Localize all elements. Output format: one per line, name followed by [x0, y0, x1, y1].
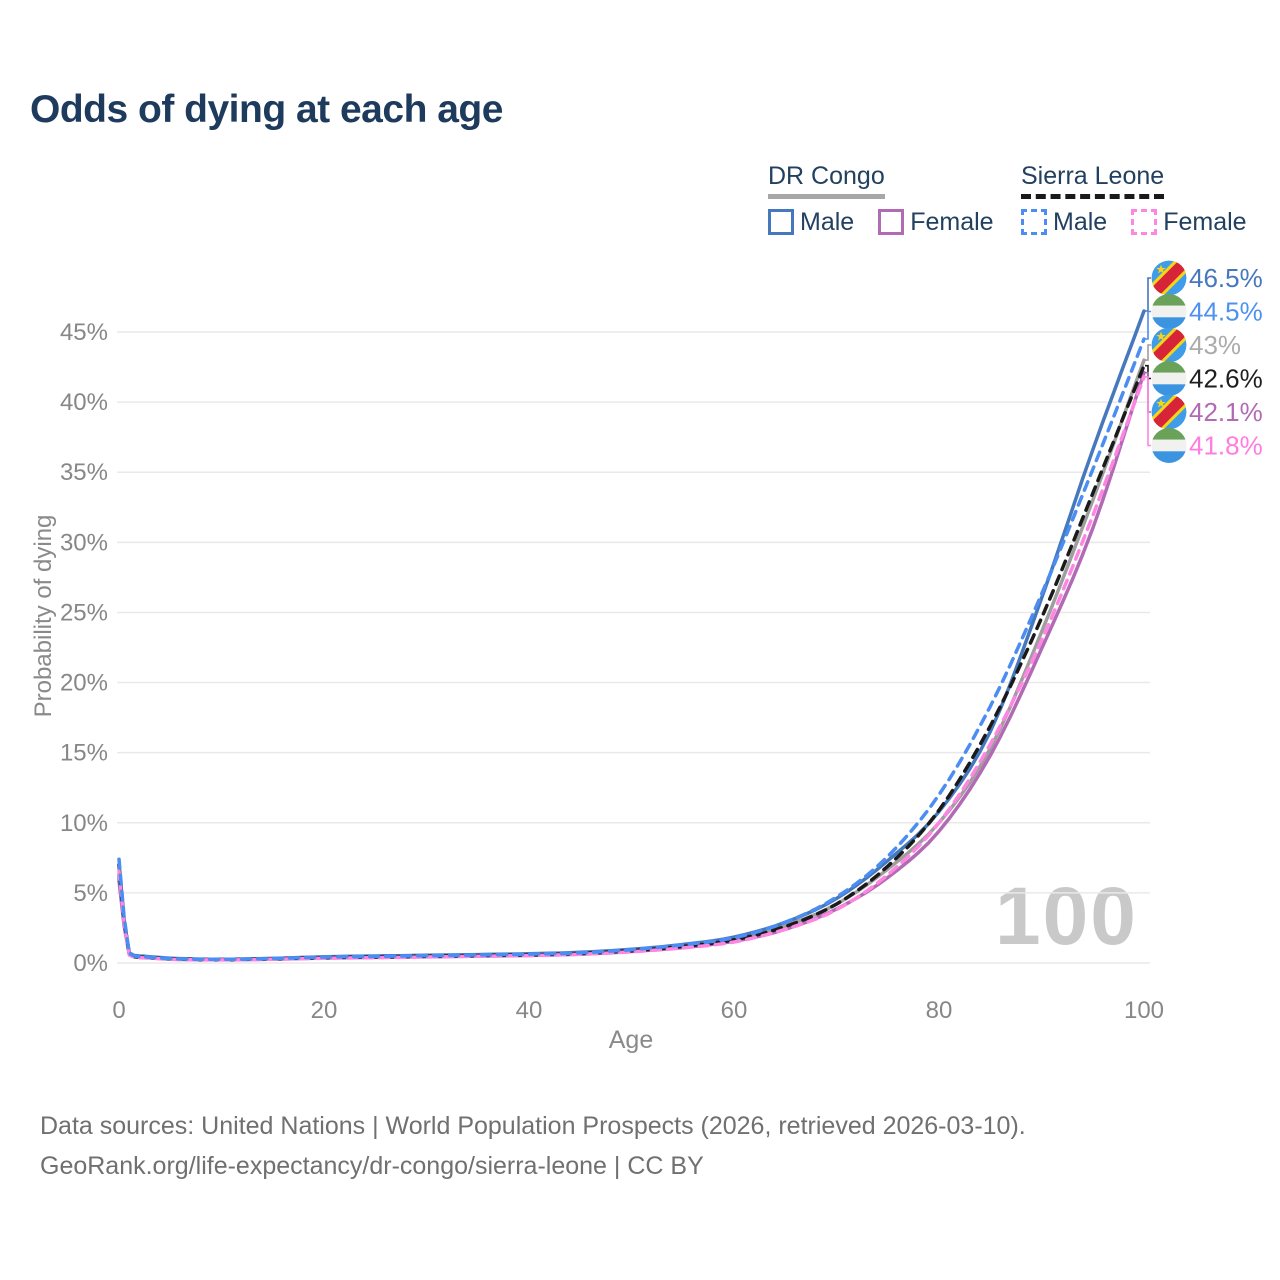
x-tick-label: 0 [112, 997, 125, 1024]
y-tick-label: 35% [60, 459, 108, 486]
page-title: Odds of dying at each age [30, 88, 503, 131]
y-tick-label: 40% [60, 389, 108, 416]
end-label-drc_male: 46.5% [1189, 263, 1263, 293]
y-tick-label: 25% [60, 599, 108, 626]
age-watermark: 100 [995, 871, 1138, 962]
end-label-leader-drc_both [1145, 344, 1151, 361]
end-label-sl_male: 44.5% [1189, 297, 1263, 327]
series-line-sl_both [117, 363, 1146, 962]
legend-swatch-drc-male[interactable] [768, 209, 794, 235]
legend-header-sierra-leone: Sierra Leone [1021, 162, 1165, 199]
dr-congo-flag-icon [1151, 327, 1187, 363]
end-label-sl_both: 42.6% [1189, 364, 1263, 394]
sierra-leone-flag-icon [1151, 361, 1187, 396]
end-label-leader-sl_male [1145, 310, 1151, 340]
legend-header-dr-congo: DR Congo [768, 162, 885, 199]
y-tick-label: 30% [60, 529, 108, 556]
end-label-drc_female: 42.1% [1189, 397, 1263, 427]
sierra-leone-flag-icon [1151, 294, 1187, 329]
series-line-sl_male [117, 337, 1146, 962]
end-label-drc_both: 43% [1189, 330, 1241, 360]
x-tick-label: 80 [926, 997, 953, 1024]
x-tick-label: 20 [311, 997, 338, 1024]
footer-link-line: GeoRank.org/life-expectancy/dr-congo/sie… [40, 1152, 704, 1180]
dr-congo-flag-icon [1151, 260, 1187, 296]
legend-label-drc-male[interactable]: Male [800, 207, 855, 236]
legend-group-dr-congo: DR Congo Male Female [768, 162, 994, 237]
series-line-drc_male [117, 309, 1146, 961]
y-tick-label: 10% [60, 810, 108, 837]
x-axis-title: Age [608, 1026, 654, 1054]
y-tick-label: 20% [60, 670, 108, 697]
x-tick-label: 40 [516, 997, 543, 1024]
series-line-drc_female [117, 370, 1146, 962]
y-axis-title: Probability of dying [30, 514, 57, 718]
y-tick-label: 15% [60, 740, 108, 767]
x-tick-label: 100 [1124, 997, 1164, 1024]
x-tick-label: 60 [721, 997, 748, 1024]
legend-label-drc-female[interactable]: Female [910, 207, 994, 236]
end-label-sl_female: 41.8% [1189, 431, 1263, 461]
sierra-leone-flag-icon [1151, 428, 1187, 463]
footer-sources-line: Data sources: United Nations | World Pop… [40, 1112, 1026, 1140]
legend-swatch-sl-female[interactable] [1131, 209, 1158, 235]
dr-congo-flag-icon [1151, 394, 1187, 430]
legend-swatch-sl-male[interactable] [1021, 209, 1047, 235]
footer: Data sources: United Nations | World Pop… [40, 1106, 1240, 1186]
y-tick-label: 0% [73, 950, 108, 977]
legend-label-sl-male[interactable]: Male [1053, 207, 1108, 236]
y-tick-label: 45% [60, 319, 108, 346]
legend-swatch-drc-female[interactable] [878, 209, 905, 235]
series-line-drc_both [117, 358, 1146, 962]
legend-label-sl-female[interactable]: Female [1163, 207, 1247, 236]
y-tick-label: 5% [73, 880, 108, 907]
end-label-leader-drc_male [1145, 277, 1151, 312]
series-line-sl_female [117, 375, 1146, 962]
end-label-leader-sl_female [1145, 376, 1151, 447]
legend-group-sierra-leone: Sierra Leone Male Female [1021, 162, 1247, 237]
